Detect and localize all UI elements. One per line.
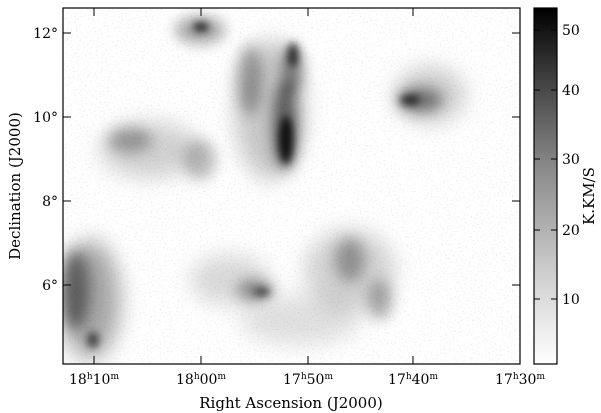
x-tick-label: 18h00m: [176, 372, 226, 388]
x-tick-label: 17h50m: [283, 372, 333, 388]
x-tick-label: 17h30m: [495, 372, 545, 388]
y-tick-label: 12°: [33, 26, 58, 42]
plot-tick-marks: [63, 8, 520, 364]
y-tick-label: 10°: [33, 110, 58, 126]
colorbar-tick-label: 40: [562, 83, 580, 99]
x-tick-label: 18h10m: [69, 372, 119, 388]
colorbar-tick-label: 30: [562, 152, 580, 168]
y-tick-label: 8°: [42, 194, 58, 210]
x-tick-label: 17h40m: [388, 372, 438, 388]
colorbar-tick-label: 10: [562, 292, 580, 308]
y-tick-label: 6°: [42, 278, 58, 294]
colorbar: [533, 7, 558, 365]
colorbar-tick-label: 20: [562, 223, 580, 239]
y-axis-title: Declination (J2000): [6, 112, 24, 260]
x-axis-title: Right Ascension (J2000): [199, 394, 382, 412]
colorbar-label: K.KM/S: [580, 167, 598, 225]
colorbar-scale: [533, 7, 558, 365]
colorbar-tick-label: 50: [562, 23, 580, 39]
plot-frame: [62, 7, 521, 365]
intensity-map: [63, 8, 520, 364]
